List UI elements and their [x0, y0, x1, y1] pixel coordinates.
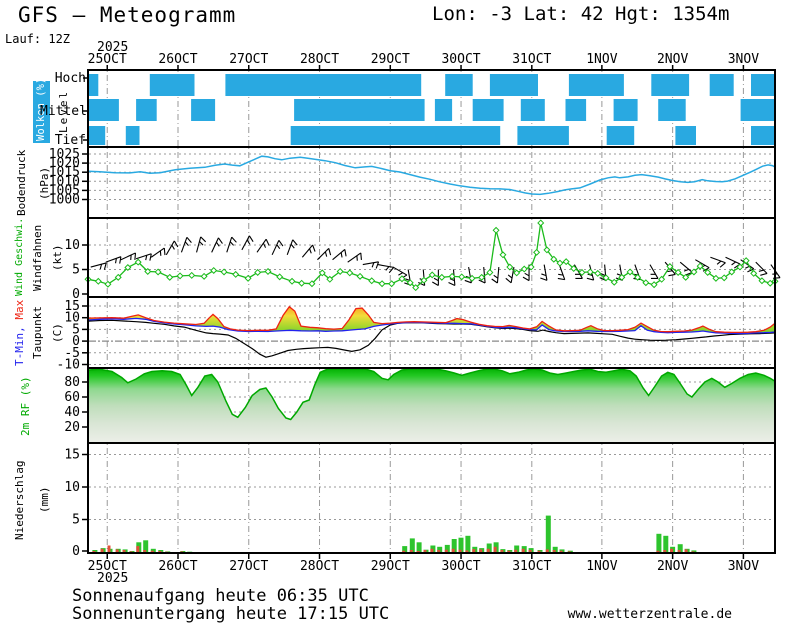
svg-text:27OCT: 27OCT [229, 559, 268, 574]
svg-text:26OCT: 26OCT [158, 559, 197, 574]
wind-speed-axis-label: Wind Geschwi. [14, 217, 25, 296]
sunset-info: Sonnenuntergang heute 17:15 UTC [72, 604, 390, 624]
tmax-label-part: Max [13, 299, 26, 320]
svg-text:5: 5 [72, 263, 80, 278]
svg-text:60: 60 [64, 390, 80, 405]
cloud-level-mittel: Mittel [40, 104, 87, 119]
svg-text:31OCT: 31OCT [512, 52, 551, 67]
svg-text:29OCT: 29OCT [371, 559, 410, 574]
page-title: GFS – Meteogramm [18, 3, 237, 27]
svg-text:1010: 1010 [49, 174, 80, 189]
svg-text:2NOV: 2NOV [657, 559, 688, 574]
svg-text:2NOV: 2NOV [657, 52, 688, 67]
svg-text:20: 20 [64, 420, 80, 435]
svg-text:25OCT: 25OCT [88, 52, 127, 67]
svg-text:0: 0 [72, 334, 80, 349]
svg-text:15: 15 [64, 299, 80, 314]
svg-text:3NOV: 3NOV [728, 559, 759, 574]
run-label: Lauf: 12Z [5, 32, 71, 46]
cloud-level-hoch: Hoch [54, 71, 86, 86]
temperature-unit-label: (C) [51, 323, 64, 343]
svg-text:1015: 1015 [49, 165, 80, 180]
wind-unit-label: (kt) [51, 244, 64, 272]
pressure-axis-label: Bodendruck [15, 149, 28, 217]
svg-text:10: 10 [64, 238, 80, 253]
svg-text:10: 10 [64, 311, 80, 326]
pressure-unit-label: (hPa) [38, 166, 51, 200]
svg-text:25OCT: 25OCT [88, 559, 127, 574]
wind-barbs-axis-label: Windfahnen [31, 224, 44, 292]
svg-text:1020: 1020 [49, 156, 80, 171]
svg-text:31OCT: 31OCT [512, 559, 551, 574]
svg-text:5: 5 [72, 322, 80, 337]
svg-text:30OCT: 30OCT [441, 52, 480, 67]
svg-text:26OCT: 26OCT [158, 52, 197, 67]
svg-text:1025: 1025 [49, 147, 80, 162]
temperature-axis-label: T-Min, Max [12, 298, 27, 368]
year-label-bottom: 2025 [97, 571, 129, 586]
svg-text:3NOV: 3NOV [728, 52, 759, 67]
svg-text:1005: 1005 [49, 183, 80, 198]
svg-text:28OCT: 28OCT [300, 559, 339, 574]
tmin-label-part: T-Min, [13, 326, 26, 367]
svg-text:1000: 1000 [49, 193, 80, 208]
website-credit: www.wetterzentrale.de [567, 607, 732, 622]
svg-text:0: 0 [72, 544, 80, 559]
svg-text:10: 10 [64, 480, 80, 495]
svg-text:30OCT: 30OCT [441, 559, 480, 574]
svg-text:-10: -10 [57, 358, 80, 373]
sunrise-info: Sonnenaufgang heute 06:35 UTC [72, 586, 369, 606]
svg-text:0: 0 [72, 287, 80, 302]
svg-text:28OCT: 28OCT [300, 52, 339, 67]
svg-text:27OCT: 27OCT [229, 52, 268, 67]
svg-text:1NOV: 1NOV [586, 52, 617, 67]
svg-text:80: 80 [64, 375, 80, 390]
svg-text:15: 15 [64, 448, 80, 463]
cloud-level-tief: Tief [54, 133, 86, 148]
svg-text:29OCT: 29OCT [371, 52, 410, 67]
location-info: Lon: -3 Lat: 42 Hgt: 1354m [432, 3, 730, 25]
dewpoint-axis-label: Taupunkt [31, 306, 44, 360]
year-label-top: 2025 [97, 40, 129, 55]
precip-axis-label: Niederschlag [13, 460, 26, 540]
humidity-axis-label: 2m RF (%) [19, 376, 32, 436]
svg-text:5: 5 [72, 513, 80, 528]
svg-text:1NOV: 1NOV [586, 559, 617, 574]
svg-text:-5: -5 [64, 346, 80, 361]
precip-unit-label: (mm) [38, 486, 51, 514]
svg-text:40: 40 [64, 405, 80, 420]
